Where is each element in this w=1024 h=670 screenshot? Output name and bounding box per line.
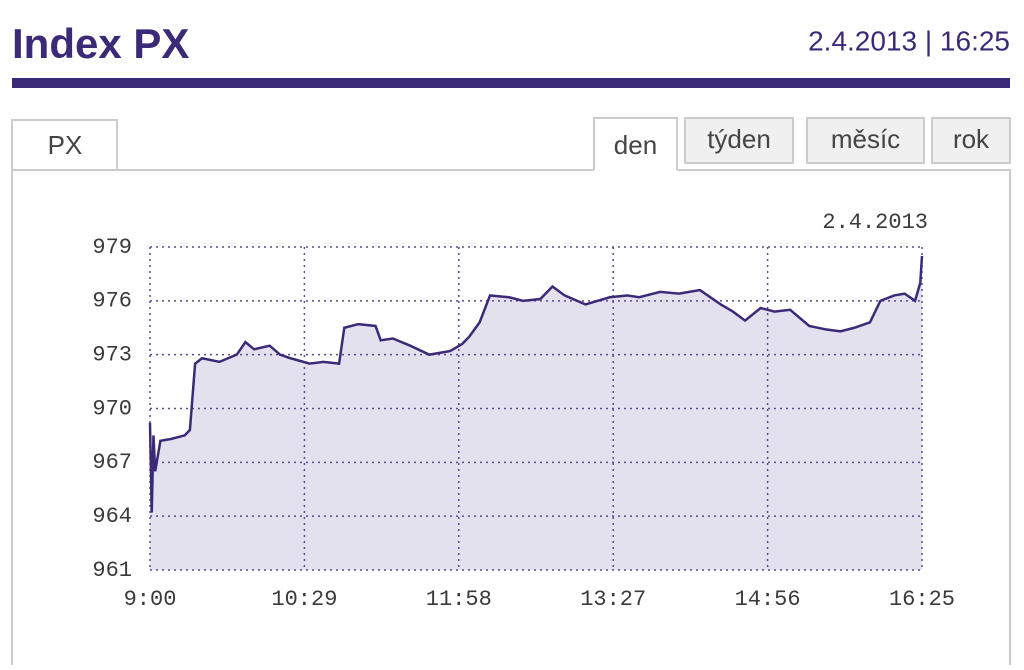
area (150, 255, 922, 570)
x-tick-label: 13:27 (580, 587, 646, 612)
y-tick-label: 967 (92, 450, 132, 475)
y-tick-label: 964 (92, 504, 132, 529)
tab-px: PX (48, 130, 83, 160)
tab-label[interactable]: měsíc (831, 124, 900, 154)
page-title: Index PX (12, 20, 189, 67)
y-tick-label: 970 (92, 396, 132, 421)
y-tick-label: 961 (92, 558, 132, 583)
tab-border (593, 117, 678, 170)
header-bar (12, 78, 1010, 88)
x-tick-label: 16:25 (889, 587, 955, 612)
line (148, 255, 924, 513)
x-tick-label: 9:00 (124, 587, 177, 612)
tab-label[interactable]: den (614, 130, 657, 160)
x-tick-label: 14:56 (735, 587, 801, 612)
date-time: 2.4.2013 | 16:25 (808, 25, 1010, 56)
tab-label[interactable]: rok (953, 124, 990, 154)
y-tick-label: 979 (92, 235, 132, 260)
x-tick-label: 10:29 (271, 587, 337, 612)
tab-label[interactable]: týden (707, 124, 771, 154)
y-tick-label: 976 (92, 289, 132, 314)
tab-border[interactable] (806, 117, 925, 164)
tab-border[interactable] (931, 117, 1011, 164)
chart-date: 2.4.2013 (822, 210, 928, 235)
x-tick-label: 11:58 (426, 587, 492, 612)
panel-border (11, 119, 1011, 665)
tab-border[interactable] (684, 117, 794, 164)
y-tick-label: 973 (92, 342, 132, 367)
